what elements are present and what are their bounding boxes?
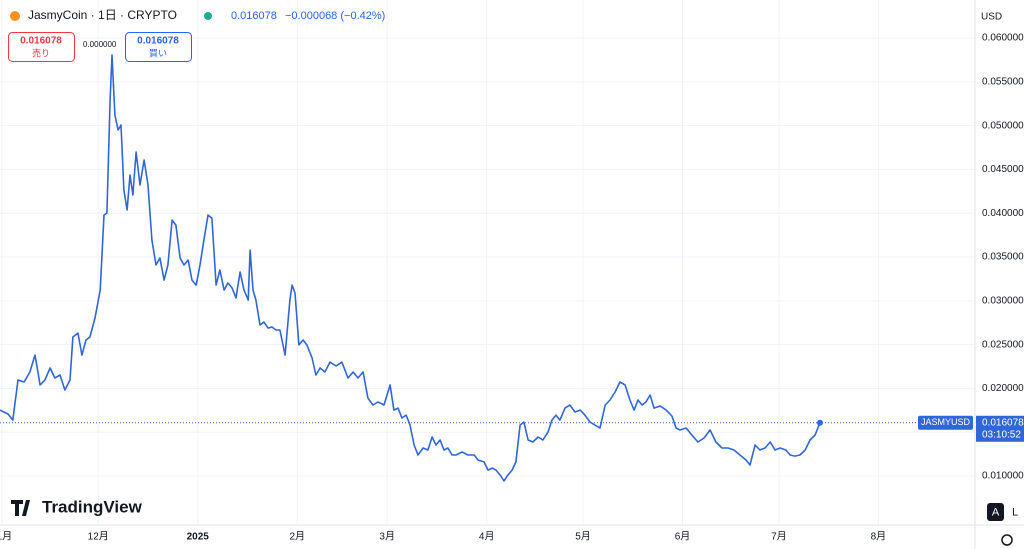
y-tick-label: 0.055000 [982,76,1024,87]
buy-box[interactable] [125,32,192,62]
symbol[interactable]: JasmyCoin · 1日 · CRYPTO [28,8,177,22]
y-tick-label: 0.025000 [982,339,1024,350]
x-tick-label: 11月 [0,531,12,543]
status-dot [204,12,212,20]
logo-icon[interactable] [11,500,30,516]
sell-price[interactable]: 0.016078 [20,36,62,47]
logo[interactable]: TradingView [11,497,143,516]
price-line [0,54,821,482]
countdown: 03:10:52 [982,429,1021,440]
x-tick-label: 4月 [479,531,495,543]
price-tag-value: 0.016078 [982,417,1024,428]
last-price: 0.016078 [231,10,277,22]
y-tick-label: 0.050000 [982,120,1024,131]
x-tick-label: 7月 [771,531,787,543]
x-tick-label: 12月 [88,531,109,543]
last-point [816,419,823,426]
auto-button[interactable] [987,503,1004,521]
log-label[interactable]: L [1012,506,1018,518]
x-tick-label: 2025 [187,532,210,543]
buy-price[interactable]: 0.016078 [137,36,179,47]
y-tick-label: 0.030000 [982,295,1024,306]
y-tick-label: 0.010000 [982,471,1024,482]
y-tick-label: 0.040000 [982,208,1024,219]
y-tick-label: 0.060000 [982,33,1024,44]
x-tick-label: 2月 [290,531,306,543]
x-tick-label: 5月 [575,531,591,543]
y-tick-label: 0.020000 [982,383,1024,394]
y-tick-label: 0.045000 [982,164,1024,175]
x-tick-label: 6月 [675,531,691,543]
sell-box[interactable] [8,32,75,62]
price-tag [976,415,1024,442]
sell-label[interactable]: 売り [32,47,50,58]
plot [0,54,975,482]
logo-text[interactable]: TradingView [42,497,143,516]
buy-label[interactable]: 買い [149,48,167,58]
coin-icon [10,11,20,21]
series-tag [918,415,973,430]
change: −0.000068 (−0.42%) [285,10,385,22]
buy-button[interactable]: 0.016078 買い [125,32,192,62]
y-tick-label: 0.035000 [982,252,1024,263]
axis-unit: USD [981,12,1002,23]
x-tick-label: 8月 [871,531,887,543]
settings-icon[interactable] [1001,534,1013,546]
series-name: JASMYUSD [921,417,971,427]
x-tick-label: 3月 [379,531,395,543]
sell-button[interactable]: 0.016078 売り [8,32,75,62]
peak-annotation: 0.000000 [83,40,117,49]
auto-label[interactable]: A [992,506,1000,518]
